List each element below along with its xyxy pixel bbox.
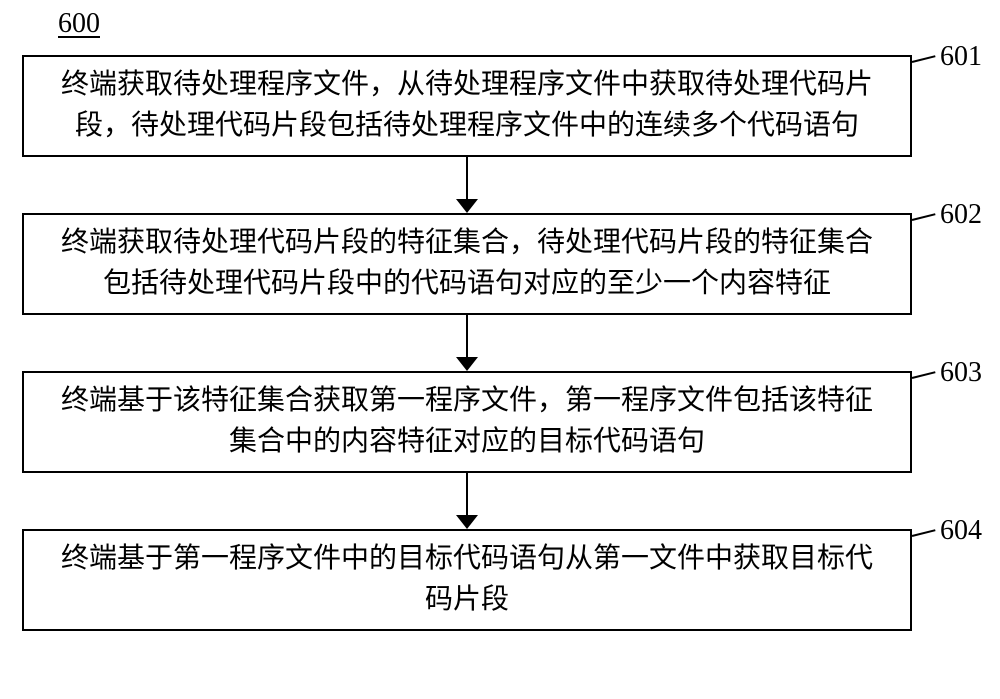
step-text: 终端获取待处理程序文件，从待处理程序文件中获取待处理代码片段，待处理代码片段包括… [52,65,882,146]
step-number: 604 [940,515,982,547]
step-text: 终端获取待处理代码片段的特征集合，待处理代码片段的特征集合包括待处理代码片段中的… [52,223,882,304]
step-number: 603 [940,357,982,389]
leader-line [912,55,936,63]
arrow-down-icon [447,473,487,529]
step-box: 终端基于该特征集合获取第一程序文件，第一程序文件包括该特征集合中的内容特征对应的… [22,371,912,473]
step-number: 601 [940,41,982,73]
leader-line [912,371,936,379]
arrow-down-icon [447,157,487,213]
flowchart-canvas: 600 终端获取待处理程序文件，从待处理程序文件中获取待处理代码片段，待处理代码… [0,0,1000,699]
step-box: 终端获取待处理程序文件，从待处理程序文件中获取待处理代码片段，待处理代码片段包括… [22,55,912,157]
step-text: 终端基于第一程序文件中的目标代码语句从第一文件中获取目标代码片段 [52,539,882,620]
step-text: 终端基于该特征集合获取第一程序文件，第一程序文件包括该特征集合中的内容特征对应的… [52,381,882,462]
leader-line [912,529,936,537]
step-box: 终端获取待处理代码片段的特征集合，待处理代码片段的特征集合包括待处理代码片段中的… [22,213,912,315]
step-number: 602 [940,199,982,231]
arrow-down-icon [447,315,487,371]
figure-number: 600 [58,8,100,40]
leader-line [912,213,936,221]
step-box: 终端基于第一程序文件中的目标代码语句从第一文件中获取目标代码片段 [22,529,912,631]
